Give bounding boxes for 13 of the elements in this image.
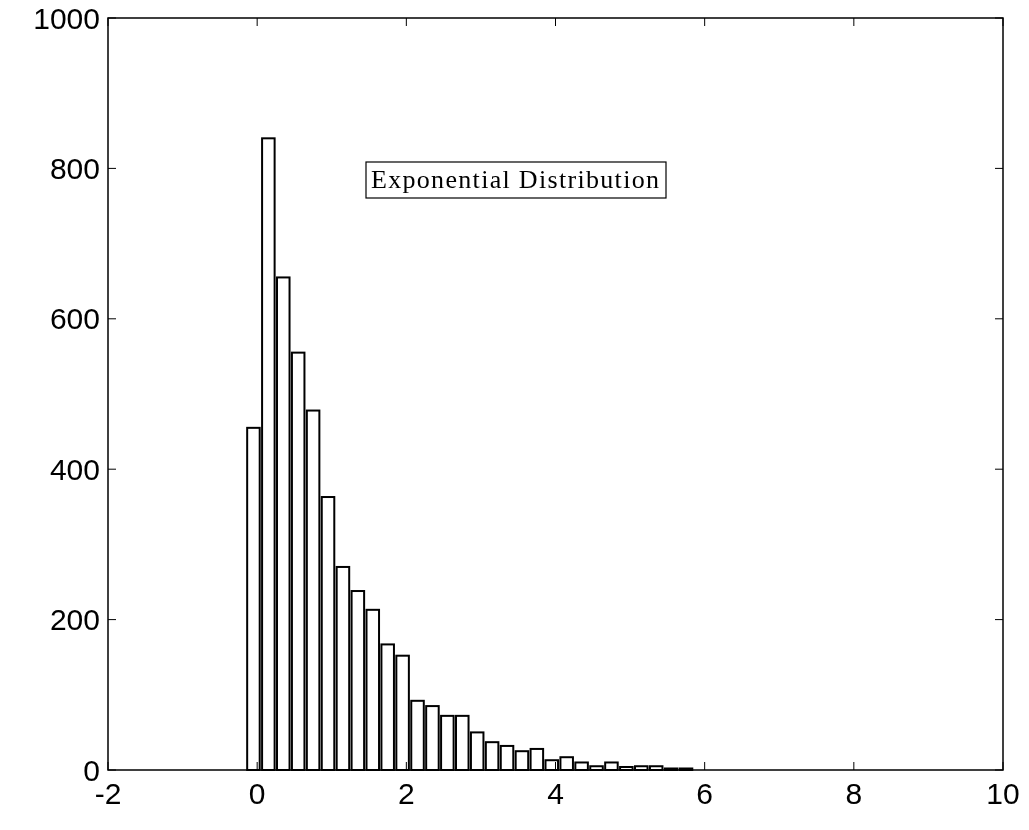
x-tick-label: 10 (986, 777, 1020, 810)
y-tick-label: 1000 (33, 1, 100, 35)
x-tick-label: 2 (397, 777, 415, 810)
y-tick-label: 600 (49, 302, 100, 336)
annotation: Exponential Distribution (371, 165, 659, 194)
x-tick-label: 6 (696, 777, 714, 810)
y-tick-label: 200 (49, 603, 100, 637)
y-tick-label: 800 (49, 151, 100, 185)
y-tick-label: 400 (49, 452, 100, 486)
x-tick-label: 0 (248, 777, 266, 810)
x-tick-label: 4 (547, 777, 564, 810)
y-tick-label: 0 (83, 753, 100, 787)
x-tick-label: 8 (845, 777, 863, 810)
